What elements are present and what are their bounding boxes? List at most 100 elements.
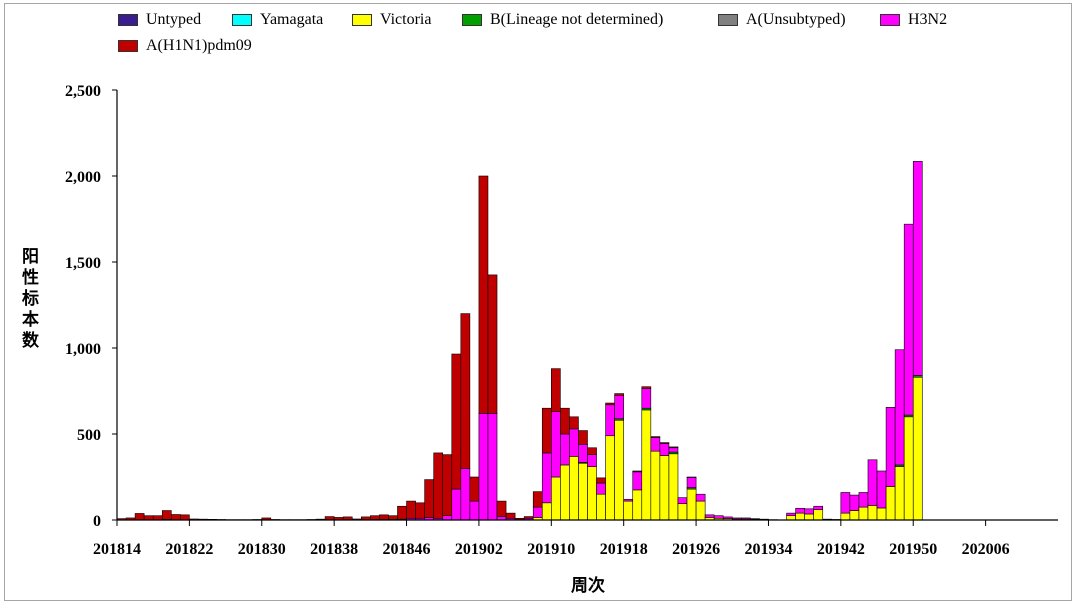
bar-201922-victoria <box>659 455 670 521</box>
bar-201908-h3n2 <box>532 506 543 518</box>
bar-201921-a-h1n1-pdm09 <box>650 436 661 438</box>
legend-swatch-b-lineage-not-determined <box>462 14 482 26</box>
bar-201820-a-h1n1-pdm09 <box>170 514 181 521</box>
bar-201837-a-h1n1-pdm09 <box>324 516 335 520</box>
bar-201909-victoria <box>541 502 552 521</box>
bar-201925-h3n2 <box>686 477 697 488</box>
bar-201851-a-h1n1-pdm09 <box>451 353 462 490</box>
bar-201902-a-h1n1-pdm09 <box>478 175 489 414</box>
bar-201901-h3n2 <box>469 500 480 521</box>
bar-201946-h3n2 <box>876 470 887 509</box>
bar-201916-victoria <box>605 435 615 521</box>
bar-201916-h3n2 <box>605 404 615 437</box>
legend-item-h3n2[interactable]: H3N2 <box>880 11 947 29</box>
legend-item-a-h1n1-pdm09[interactable]: A(H1N1)pdm09 <box>118 37 252 55</box>
bar-201926-h3n2 <box>695 493 706 502</box>
chart-frame <box>4 3 1072 601</box>
bar-201938-h3n2 <box>804 508 815 515</box>
bar-201905-a-h1n1-pdm09 <box>505 512 516 519</box>
bar-201846-a-h1n1-pdm09 <box>406 500 416 519</box>
x-tick-label: 201934 <box>744 541 792 558</box>
bar-201912-victoria <box>569 456 579 521</box>
bar-201909-a-h1n1-pdm09 <box>541 407 552 454</box>
legend-item-victoria[interactable]: Victoria <box>352 11 431 29</box>
bar-201943-h3n2 <box>849 494 860 511</box>
bar-201845-a-h1n1-pdm09 <box>397 505 407 520</box>
bar-201816-a-h1n1-pdm09 <box>134 513 145 520</box>
bar-201924-h3n2 <box>677 497 688 504</box>
bar-201850-a-h1n1-pdm09 <box>442 454 453 517</box>
bar-201925-victoria <box>686 488 697 521</box>
bar-201948-victoria <box>894 466 905 521</box>
y-tick-label: 1,500 <box>65 255 101 272</box>
bar-201902-h3n2 <box>478 413 489 521</box>
legend-swatch-untyped <box>118 14 138 26</box>
x-tick-label: 201950 <box>889 541 937 558</box>
bar-201848-a-h1n1-pdm09 <box>424 479 434 518</box>
bar-201904-a-h1n1-pdm09 <box>496 500 507 517</box>
legend-swatch-h3n2 <box>880 14 900 26</box>
bar-201944-victoria <box>858 506 869 521</box>
bar-201929-h3n2 <box>722 516 733 519</box>
x-tick-label: 202006 <box>962 541 1010 558</box>
x-tick-label: 201830 <box>238 541 286 558</box>
legend-item-untyped[interactable]: Untyped <box>118 11 201 29</box>
bar-201927-h3n2 <box>704 514 715 518</box>
bar-201923-a-h1n1-pdm09 <box>668 446 679 449</box>
bar-201843-a-h1n1-pdm09 <box>379 514 389 520</box>
y-tick-label: 500 <box>77 427 101 444</box>
bar-201946-victoria <box>876 507 887 521</box>
bar-201818-a-h1n1-pdm09 <box>152 515 163 521</box>
bar-201908-a-h1n1-pdm09 <box>532 491 543 508</box>
bar-201817-a-h1n1-pdm09 <box>143 515 154 521</box>
bar-201921-victoria <box>650 450 661 521</box>
legend-item-b-lineage-not-determined[interactable]: B(Lineage not determined) <box>462 11 663 29</box>
bar-201949-h3n2 <box>903 223 914 416</box>
bar-201917-a-h1n1-pdm09 <box>614 393 624 396</box>
legend-swatch-yamagata <box>232 14 252 26</box>
bar-201917-h3n2 <box>614 394 624 420</box>
legend-label-b-lineage-not-determined: B(Lineage not determined) <box>490 11 664 28</box>
legend-item-a-unsubtyped[interactable]: A(Unsubtyped) <box>718 11 846 29</box>
bar-201930-h3n2 <box>731 517 742 520</box>
bar-201903-h3n2 <box>487 413 498 521</box>
bar-201911-victoria <box>560 464 570 521</box>
x-axis-ticks: 201814 201822 201830 201838 201846 201902 2019… <box>93 520 1010 558</box>
legend-item-yamagata[interactable]: Yamagata <box>232 11 323 29</box>
bar-201936-victoria <box>786 515 796 521</box>
bar-201913-victoria <box>578 462 588 521</box>
bar-201938-victoria <box>804 513 815 521</box>
legend-label-h3n2: H3N2 <box>908 11 948 28</box>
x-tick-label: 201942 <box>817 541 865 558</box>
bar-201937-victoria <box>795 512 805 521</box>
bar-201922-a-h1n1-pdm09 <box>659 442 670 444</box>
bar-201910-h3n2 <box>551 411 561 478</box>
bar-201932-h3n2 <box>750 518 760 520</box>
bar-201819-a-h1n1-pdm09 <box>161 510 172 520</box>
bar-201914-a-h1n1-pdm09 <box>587 447 597 455</box>
bar-201924-victoria <box>677 503 688 521</box>
bar-201919-a-h1n1-pdm09 <box>632 470 643 473</box>
x-tick-label: 201926 <box>672 541 720 558</box>
bar-201901-a-h1n1-pdm09 <box>469 476 480 502</box>
bar-201918-victoria <box>623 500 634 521</box>
legend-swatch-a-h1n1-pdm09 <box>118 40 138 52</box>
bar-201913-h3n2 <box>578 444 588 463</box>
legend-label-yamagata: Yamagata <box>260 11 324 28</box>
bar-201919-h3n2 <box>632 471 643 491</box>
bar-201821-a-h1n1-pdm09 <box>180 514 190 521</box>
bar-201915-h3n2 <box>596 482 606 495</box>
bar-201923-h3n2 <box>668 447 679 453</box>
bar-201919-victoria <box>632 489 643 521</box>
bar-201850-h3n2 <box>442 515 453 521</box>
bar-201914-h3n2 <box>587 454 597 467</box>
bar-201917-victoria <box>614 419 624 521</box>
bar-group <box>116 161 923 521</box>
bar-201914-victoria <box>587 466 597 521</box>
bar-201922-h3n2 <box>659 443 670 456</box>
bar-201844-a-h1n1-pdm09 <box>388 515 398 520</box>
x-tick-label: 201814 <box>93 541 141 558</box>
bar-201839-a-h1n1-pdm09 <box>342 516 353 520</box>
